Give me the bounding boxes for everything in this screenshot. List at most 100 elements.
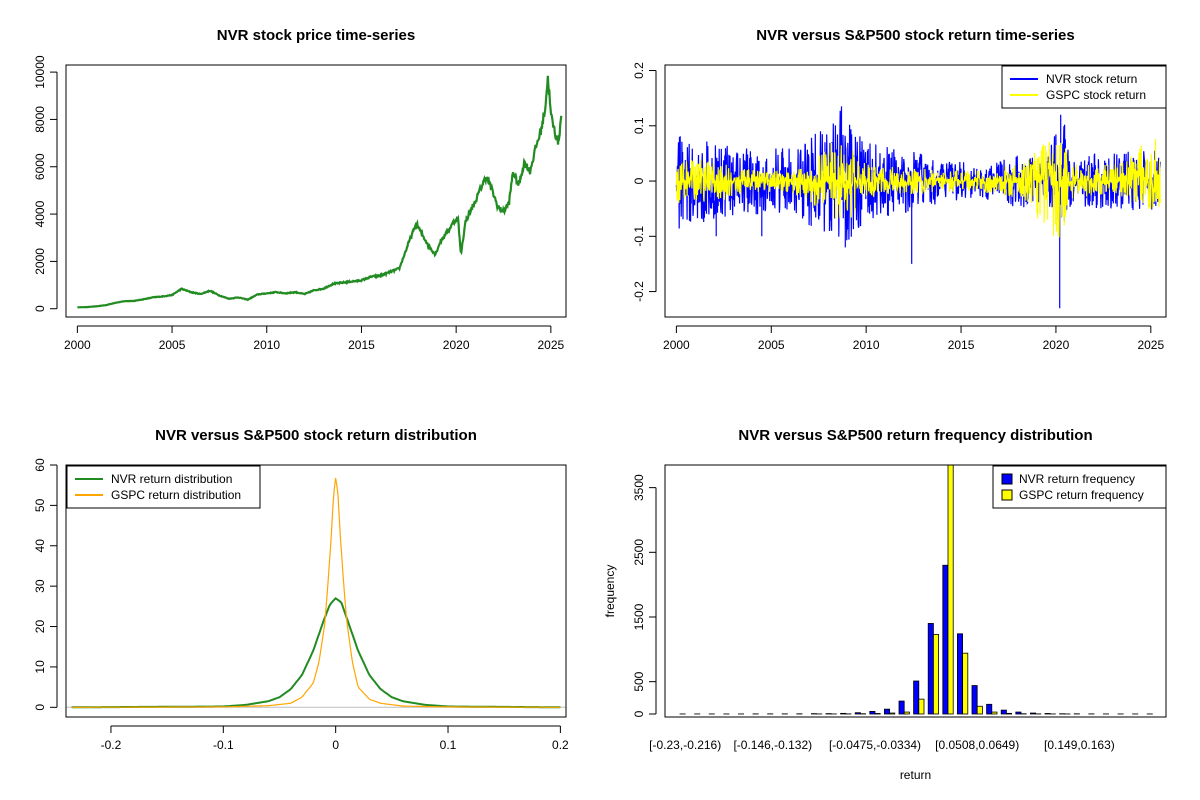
density-line-gspc <box>71 477 561 708</box>
x-axis-title: return <box>900 768 931 782</box>
x-tick-label: 2010 <box>253 338 280 352</box>
bar-gspc <box>918 698 925 715</box>
x-tick-label: 2000 <box>64 338 91 352</box>
x-tick-label: -0.1 <box>213 738 234 752</box>
x-tick-label: 2020 <box>1043 338 1070 352</box>
plot-frame <box>65 64 567 318</box>
x-tick-label: 2025 <box>537 338 564 352</box>
bar-nvr <box>854 712 861 715</box>
legend-swatch <box>1001 489 1013 501</box>
x-tick-label: 0.1 <box>440 738 457 752</box>
x-tick-label: [0.0508,0.0649) <box>935 738 1019 752</box>
y-tick-label: 10 <box>33 660 47 674</box>
legend-box <box>66 465 261 509</box>
bar-nvr <box>913 680 920 715</box>
x-tick-label: 0 <box>332 738 339 752</box>
bar-gspc <box>889 712 896 715</box>
y-tick-label: 20 <box>33 620 47 634</box>
x-tick-label: [0.149,0.163) <box>1044 738 1115 752</box>
plot-frame <box>664 464 1167 718</box>
chart-histogram <box>679 465 1153 715</box>
bar-nvr <box>898 700 905 715</box>
bar-gspc <box>903 711 910 715</box>
chart-returns: NVR versus S&P500 stock return time-seri… <box>632 27 1167 352</box>
y-tick-label: -0.2 <box>632 281 646 302</box>
legend-label: NVR return distribution <box>111 472 232 486</box>
x-tick-label: [-0.0475,-0.0334) <box>829 738 921 752</box>
x-tick-label: 0.2 <box>552 738 569 752</box>
x-tick-label: 2015 <box>948 338 975 352</box>
bar-gspc <box>991 711 998 715</box>
y-tick-label: 500 <box>632 671 646 691</box>
y-tick-label: 0 <box>33 704 47 711</box>
y-tick-label: 1500 <box>632 603 646 630</box>
bar-nvr <box>971 685 978 715</box>
bar-gspc <box>962 652 969 715</box>
y-tick-label: 8000 <box>33 106 47 133</box>
x-tick-label: 2025 <box>1137 338 1164 352</box>
x-tick-label: 2020 <box>443 338 470 352</box>
y-tick-label: 4000 <box>33 200 47 227</box>
y-tick-label: 0.2 <box>632 62 646 79</box>
x-tick-label: -0.2 <box>101 738 122 752</box>
chart-density: NVR versus S&P500 stock return distribut… <box>33 427 569 752</box>
chart-title: NVR versus S&P500 return frequency distr… <box>738 427 1092 444</box>
legend-label: NVR return frequency <box>1019 472 1135 486</box>
y-tick-label: 3500 <box>632 474 646 501</box>
y-axis-title: frequency <box>603 565 617 618</box>
bar-gspc <box>976 705 983 715</box>
x-tick-label: 2015 <box>348 338 375 352</box>
y-tick-label: 40 <box>33 539 47 553</box>
bar-gspc <box>1006 712 1013 715</box>
series-line-gspc <box>675 138 1161 238</box>
legend-swatch <box>1001 473 1013 485</box>
y-tick-label: -0.1 <box>632 226 646 247</box>
chart-histogram-axes: NVR versus S&P500 return frequency distr… <box>603 427 1167 782</box>
y-tick-label: 0 <box>632 177 646 184</box>
y-tick-label: 50 <box>33 498 47 512</box>
chart-title: NVR versus S&P500 stock return distribut… <box>155 427 477 444</box>
legend-label: GSPC stock return <box>1046 88 1146 102</box>
bar-nvr <box>927 623 934 715</box>
y-tick-label: 0 <box>33 305 47 312</box>
bar-nvr <box>1000 709 1007 715</box>
bar-gspc <box>933 634 940 715</box>
x-tick-label: [-0.146,-0.132) <box>733 738 812 752</box>
y-tick-label: 2000 <box>33 248 47 275</box>
chart-title: NVR stock price time-series <box>217 27 415 44</box>
x-tick-label: 2005 <box>758 338 785 352</box>
legend-label: GSPC return distribution <box>111 488 241 502</box>
series-line-price <box>77 75 563 309</box>
chart-title: NVR versus S&P500 stock return time-seri… <box>756 27 1074 44</box>
y-tick-label: 0.1 <box>632 117 646 134</box>
bar-nvr <box>884 708 891 715</box>
y-tick-label: 0 <box>632 710 646 717</box>
bar-nvr <box>957 633 964 715</box>
bar-nvr <box>1044 713 1051 715</box>
bar-nvr <box>986 703 993 715</box>
y-tick-label: 2500 <box>632 539 646 566</box>
plot-frame <box>664 64 1167 318</box>
legend-box <box>992 465 1167 509</box>
bar-gspc <box>947 465 954 715</box>
bar-nvr <box>1030 712 1037 715</box>
y-tick-label: 60 <box>33 458 47 472</box>
bar-gspc <box>874 713 881 715</box>
bar-nvr <box>869 711 876 715</box>
y-tick-label: 10000 <box>33 55 47 89</box>
x-tick-label: [-0.23,-0.216) <box>649 738 721 752</box>
legend-label: NVR stock return <box>1046 72 1137 86</box>
legend-label: GSPC return frequency <box>1019 488 1144 502</box>
legend-box <box>1001 65 1167 109</box>
x-tick-label: 2000 <box>663 338 690 352</box>
bar-nvr <box>840 712 847 715</box>
plot-frame <box>65 464 567 718</box>
bar-nvr <box>942 564 949 715</box>
bar-nvr <box>1015 711 1022 715</box>
y-tick-label: 30 <box>33 579 47 593</box>
chart-price: NVR stock price time-series 2000 2005 2010 2… <box>33 27 567 352</box>
x-tick-label: 2005 <box>159 338 186 352</box>
y-tick-label: 6000 <box>33 153 47 180</box>
